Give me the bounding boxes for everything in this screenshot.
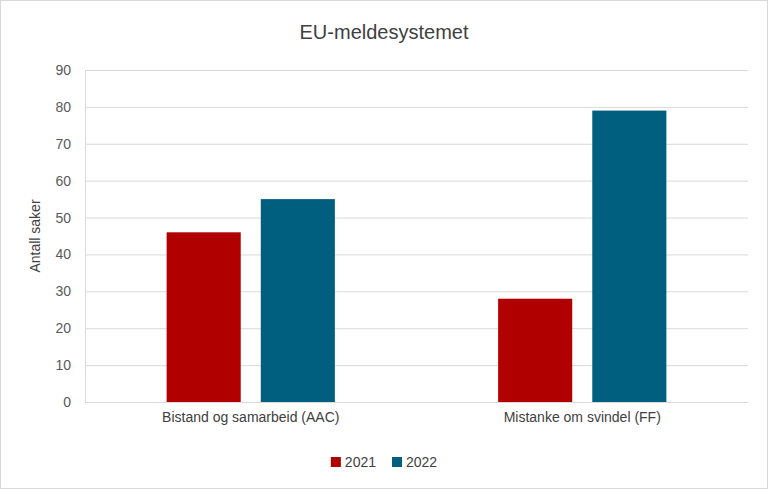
x-tick: Mistanke om svindel (FF) <box>504 402 661 425</box>
y-tick: 90 <box>55 62 85 78</box>
y-tick: 20 <box>55 320 85 336</box>
y-tick-label: 60 <box>55 173 71 189</box>
y-tick: 30 <box>55 283 85 299</box>
grid-line <box>85 107 748 108</box>
y-tick-label: 20 <box>55 320 71 336</box>
legend-item: 2022 <box>392 454 437 470</box>
chart-frame <box>1 1 768 489</box>
bar <box>261 199 335 402</box>
y-tick-label: 30 <box>55 283 71 299</box>
x-tick-label: Bistand og samarbeid (AAC) <box>162 409 339 425</box>
bars <box>167 111 667 402</box>
y-axis: 0 10 20 30 40 50 60 70 80 90 <box>55 62 85 410</box>
y-tick-label: 70 <box>55 136 71 152</box>
y-tick-label: 80 <box>55 99 71 115</box>
bar <box>167 232 241 402</box>
plot: 0 10 20 30 40 50 60 70 80 90 Bistand og samarbeid … <box>55 62 748 425</box>
chart: 0 10 20 30 40 50 60 70 80 90 Bistand og samarbeid … <box>0 0 768 489</box>
grid-line <box>85 402 748 403</box>
y-tick-label: 90 <box>55 62 71 78</box>
legend-label: 2021 <box>345 454 376 470</box>
y-tick-label: 40 <box>55 246 71 262</box>
y-axis-title: Antall saker <box>27 199 43 272</box>
y-tick: 50 <box>55 210 85 226</box>
y-tick: 10 <box>55 357 85 373</box>
y-axis-line <box>85 71 86 403</box>
bar <box>498 299 572 402</box>
legend: 2021 2022 <box>331 454 438 470</box>
legend-swatch <box>392 457 402 467</box>
y-tick-label: 10 <box>55 357 71 373</box>
x-axis-line <box>86 402 749 403</box>
y-tick: 80 <box>55 99 85 115</box>
bar-series <box>167 232 573 402</box>
title: EU-meldesystemet <box>300 21 469 43</box>
grid <box>85 71 748 403</box>
grid-line <box>85 70 748 71</box>
x-tick-label: Mistanke om svindel (FF) <box>504 409 661 425</box>
y-tick-label: 0 <box>63 394 71 410</box>
legend-swatch <box>331 457 341 467</box>
x-axis: Bistand og samarbeid (AAC) Mistanke om sv… <box>86 402 749 425</box>
y-tick: 60 <box>55 173 85 189</box>
y-tick: 70 <box>55 136 85 152</box>
bar <box>592 111 666 402</box>
legend-item: 2021 <box>331 454 376 470</box>
y-tick: 40 <box>55 246 85 262</box>
y-tick-label: 50 <box>55 210 71 226</box>
y-tick: 0 <box>63 394 85 410</box>
legend-label: 2022 <box>406 454 437 470</box>
x-tick: Bistand og samarbeid (AAC) <box>162 402 339 425</box>
bar-series <box>261 111 667 402</box>
